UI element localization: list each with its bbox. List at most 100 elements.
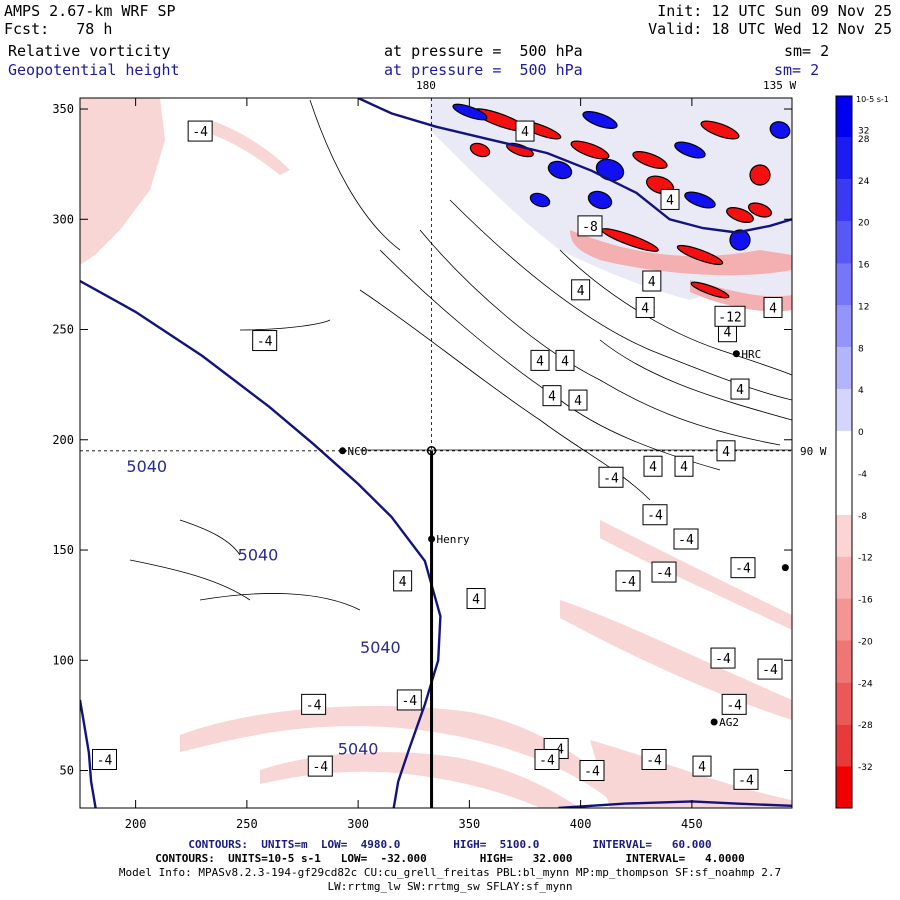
- colorbar-tick: 0: [858, 428, 864, 438]
- vorticity-label-text: 4: [521, 125, 529, 140]
- colorbar-tick: -12: [858, 554, 873, 564]
- vorticity-label-text: 4: [577, 284, 585, 299]
- colorbar-swatch: [836, 598, 852, 641]
- vorticity-label: 4: [674, 455, 694, 477]
- vorticity-label: -4: [730, 557, 756, 579]
- forecast-hour: Fcst: 78 h: [4, 20, 113, 38]
- vorticity-core: [587, 190, 613, 210]
- footer-height-contours: CONTOURS: UNITS=m LOW= 4980.0 HIGH= 5100…: [188, 838, 712, 851]
- vorticity-label-text: -8: [582, 220, 598, 235]
- y-tick-label: 50: [60, 764, 74, 778]
- station-label: AG2: [719, 716, 739, 729]
- colorbar-swatch: [836, 347, 852, 390]
- vorticity-label: 4: [515, 120, 535, 142]
- vorticity-label-box: [571, 279, 591, 301]
- vorticity-label-text: 4: [548, 390, 556, 405]
- colorbar-tick: 24: [858, 177, 870, 187]
- shade-band-east-1: [560, 600, 792, 720]
- vorticity-label: -4: [651, 561, 677, 583]
- colorbar-tick: 8: [858, 344, 864, 354]
- colorbar-tick: -32: [858, 763, 873, 773]
- colorbar-swatch: [836, 514, 852, 557]
- colorbar-swatch: [836, 472, 852, 515]
- vorticity-label-text: 4: [641, 301, 649, 316]
- colorbar-swatch: [836, 137, 852, 180]
- vorticity-label-text: -4: [738, 773, 754, 788]
- vorticity-core: [452, 103, 488, 121]
- colorbar-tick: 4: [858, 386, 864, 396]
- vorticity-contour-line: [419, 229, 781, 446]
- vorticity-core: [684, 191, 716, 209]
- vorticity-core: [676, 244, 724, 266]
- colorbar-swatch: [836, 556, 852, 599]
- height-label: 5040: [238, 545, 279, 564]
- vorticity-label: -4: [396, 689, 422, 711]
- height-contour: [80, 279, 442, 808]
- vorticity-label: 4: [530, 349, 550, 371]
- vorticity-label-box: [674, 455, 694, 477]
- vorticity-label: -8: [577, 215, 603, 237]
- y-tick-label: 200: [52, 433, 74, 447]
- model-title: AMPS 2.67-km WRF SP: [4, 2, 176, 20]
- vorticity-label-text: 4: [736, 383, 744, 398]
- vorticity-label-text: -4: [192, 125, 208, 140]
- vorticity-label: -4: [641, 748, 667, 770]
- field2-name: Geopotential height: [8, 61, 180, 79]
- height-contours: [80, 98, 792, 808]
- field2-smoothing: sm= 2: [774, 61, 820, 79]
- vorticity-label: 4: [763, 296, 783, 318]
- vorticity-label-box: [568, 389, 588, 411]
- height-contour: [80, 699, 97, 808]
- vorticity-label-box: [643, 455, 663, 477]
- vorticity-label-box: [515, 120, 535, 142]
- vorticity-core: [674, 141, 706, 159]
- vorticity-core: [547, 160, 573, 180]
- vorticity-label-box: [466, 588, 486, 610]
- colorbar-swatch: [836, 305, 852, 348]
- station-dot: [428, 535, 436, 543]
- vorticity-contour-line: [239, 319, 331, 331]
- vorticity-contour-line: [129, 559, 251, 601]
- vorticity-label: -4: [307, 755, 333, 777]
- vorticity-label: 4: [393, 570, 413, 592]
- vorticity-label-text: 4: [698, 760, 706, 775]
- vorticity-label-text: 4: [561, 354, 569, 369]
- vorticity-label-box: [716, 440, 736, 462]
- colorbar-swatch: [836, 724, 852, 767]
- colorbar-swatch: [836, 221, 852, 264]
- plot-frame: [79, 97, 793, 809]
- shade-west: [80, 98, 165, 265]
- vorticity-contour-line: [179, 519, 241, 556]
- vorticity-label: -4: [673, 528, 699, 550]
- colorbar-tick: -24: [858, 679, 873, 689]
- field1-name: Relative vorticity: [8, 42, 171, 60]
- vorticity-label-text: -4: [715, 652, 731, 667]
- vorticity-label-box: [642, 270, 662, 292]
- x-tick-label: 250: [236, 817, 258, 831]
- vorticity-label-text: 4: [680, 460, 688, 475]
- footer-vort-contours: CONTOURS: UNITS=10-5 s-1 LOW= -32.000 HI…: [155, 852, 745, 865]
- colorbar-tick: 16: [858, 261, 870, 271]
- vorticity-label-text: -4: [656, 566, 672, 581]
- lon-label-180: 180: [416, 79, 436, 92]
- vorticity-label-box: [252, 330, 278, 352]
- field1-smoothing: sm= 2: [784, 42, 830, 60]
- vorticity-label-text: -4: [646, 753, 662, 768]
- vorticity-label-box: [763, 296, 783, 318]
- x-tick-label: 200: [125, 817, 147, 831]
- vorticity-label-box: [641, 748, 667, 770]
- colorbar-tick: -8: [858, 512, 867, 522]
- vorticity-label: -4: [252, 330, 278, 352]
- colorbar-swatch: [836, 766, 852, 808]
- vorticity-core: [690, 281, 730, 299]
- station-dot: [781, 564, 789, 572]
- x-tick-label: 400: [570, 817, 592, 831]
- map-guides: [80, 98, 792, 808]
- y-tick-label: 100: [52, 653, 74, 667]
- vorticity-label-text: -4: [762, 663, 778, 678]
- vorticity-label: -4: [579, 760, 605, 782]
- field2-level: at pressure = 500 hPa: [384, 61, 583, 79]
- vorticity-label-text: 4: [536, 354, 544, 369]
- vorticity-label: 4: [635, 296, 655, 318]
